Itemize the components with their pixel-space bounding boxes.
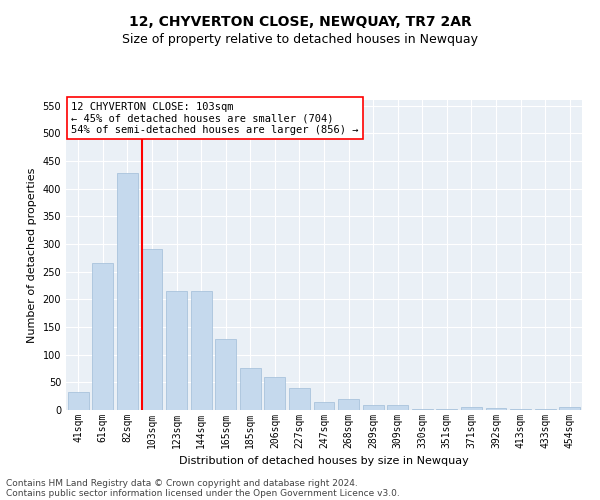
X-axis label: Distribution of detached houses by size in Newquay: Distribution of detached houses by size …: [179, 456, 469, 466]
Bar: [92, 264, 113, 410]
Bar: [485, 408, 506, 410]
Bar: [314, 402, 334, 410]
Bar: [166, 291, 187, 410]
Text: Size of property relative to detached houses in Newquay: Size of property relative to detached ho…: [122, 32, 478, 46]
Bar: [387, 405, 408, 410]
Bar: [191, 291, 212, 410]
Text: Contains HM Land Registry data © Crown copyright and database right 2024.: Contains HM Land Registry data © Crown c…: [6, 478, 358, 488]
Text: 12, CHYVERTON CLOSE, NEWQUAY, TR7 2AR: 12, CHYVERTON CLOSE, NEWQUAY, TR7 2AR: [128, 15, 472, 29]
Text: 12 CHYVERTON CLOSE: 103sqm
← 45% of detached houses are smaller (704)
54% of sem: 12 CHYVERTON CLOSE: 103sqm ← 45% of deta…: [71, 102, 359, 134]
Bar: [289, 388, 310, 410]
Bar: [265, 378, 286, 410]
Bar: [117, 173, 138, 410]
Bar: [215, 339, 236, 410]
Text: Contains public sector information licensed under the Open Government Licence v3: Contains public sector information licen…: [6, 488, 400, 498]
Bar: [338, 399, 359, 410]
Bar: [461, 407, 482, 410]
Bar: [68, 392, 89, 410]
Bar: [362, 405, 383, 410]
Y-axis label: Number of detached properties: Number of detached properties: [27, 168, 37, 342]
Bar: [559, 407, 580, 410]
Bar: [240, 368, 261, 410]
Bar: [142, 250, 163, 410]
